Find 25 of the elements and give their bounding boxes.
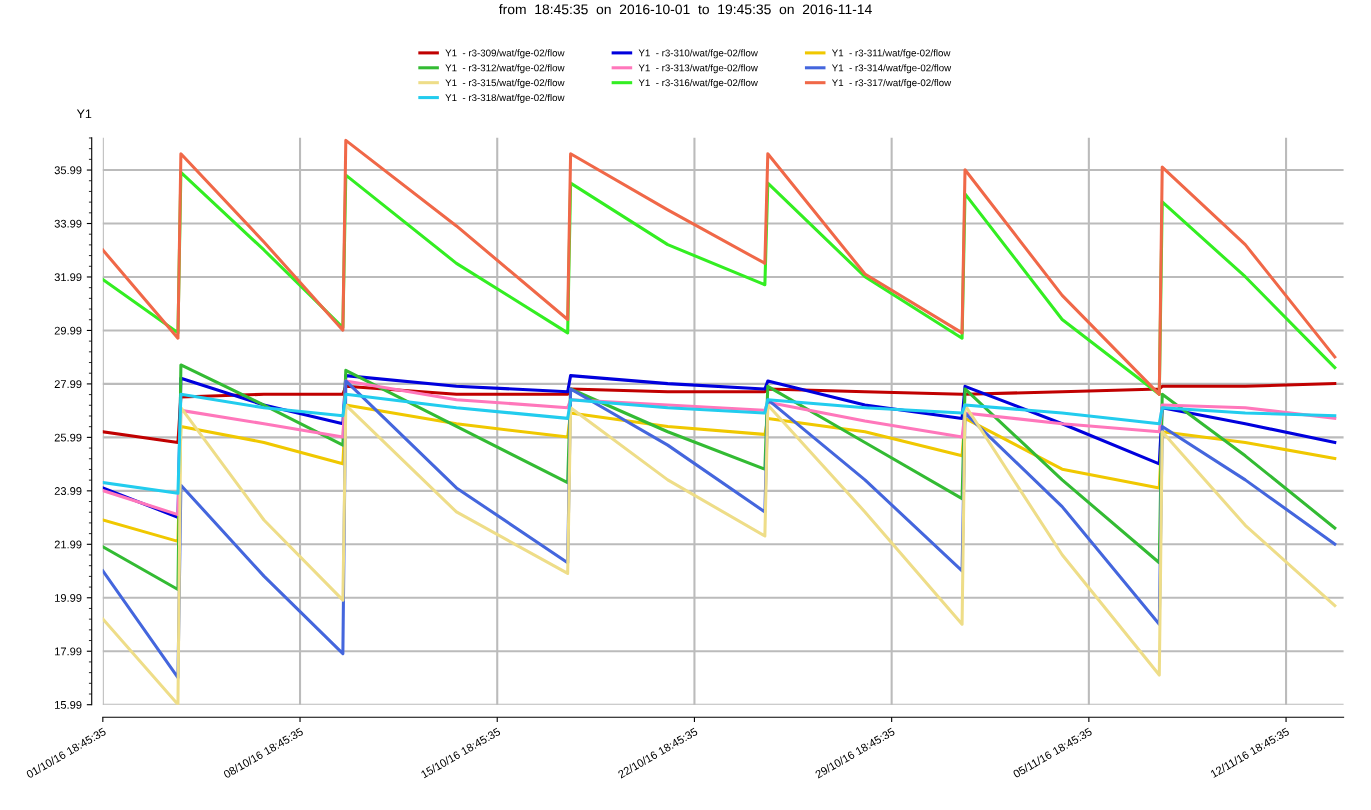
legend-label: Y1 - r3-312/wat/fge-02/flow [445, 64, 565, 74]
legend-label: Y1 - r3-311/wat/fge-02/flow [831, 49, 951, 59]
legend-label: Y1 - r3-317/wat/fge-02/flow [831, 79, 952, 89]
y-axis-title: Y1 [76, 109, 92, 119]
y-tick-label: 31.99 [54, 273, 82, 282]
y-tick-label: 17.99 [55, 647, 82, 656]
legend-label: Y1 - r3-309/wat/fge-02/flow [445, 49, 565, 59]
legend-label: Y1 - r3-315/wat/fge-02/flow [445, 79, 565, 89]
line-series [102, 403, 1337, 705]
chart-title: from 18:45:35 on 2016-10-01 to 19:45:35 on 2016-11-14 [498, 4, 872, 15]
legend-label: Y1 - r3-316/wat/fge-02/flow [638, 79, 758, 89]
y-tick-label: 27.99 [54, 380, 82, 389]
y-tick-label: 23.99 [54, 487, 82, 495]
y-tick-label: 35.99 [54, 166, 82, 175]
y-tick-label: 33.99 [54, 219, 82, 228]
legend-label: Y1 - r3-314/wat/fge-02/flow [831, 64, 952, 74]
legend-label: Y1 - r3-313/wat/fge-02/flow [638, 64, 758, 74]
y-tick-label: 21.99 [54, 540, 82, 549]
y-tick-label: 19.99 [55, 594, 82, 602]
legend-label: Y1 - r3-318/wat/fge-02/flow [445, 93, 565, 103]
legend-label: Y1 - r3-310/wat/fge-02/flow [638, 49, 758, 59]
y-tick-label: 29.99 [54, 326, 82, 335]
y-tick-label: 25.99 [54, 433, 82, 442]
y-tick-label: 15.99 [55, 700, 82, 709]
line-series [102, 392, 1337, 495]
